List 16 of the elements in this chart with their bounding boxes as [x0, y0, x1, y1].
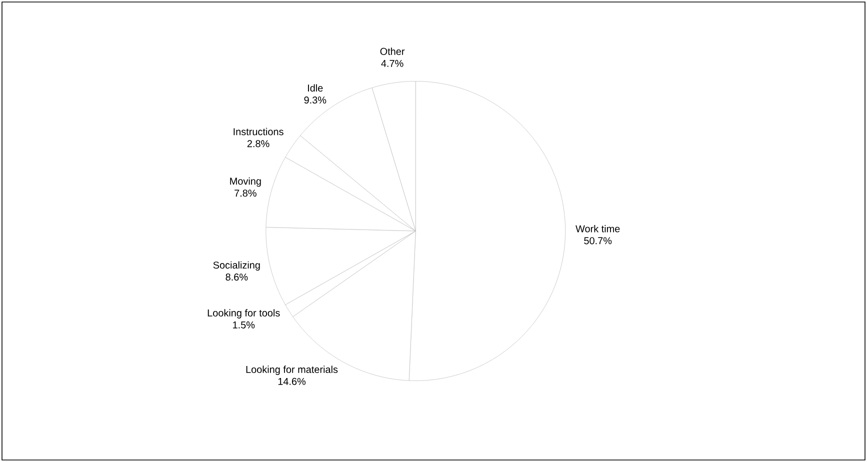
data-label: 50.7% [584, 237, 612, 244]
slice-label: Moving [230, 177, 261, 187]
slice-label: Work time [576, 224, 620, 232]
data-label: 1.5% [233, 321, 255, 328]
data-label: 14.6% [278, 378, 306, 385]
data-label: 2.8% [247, 140, 270, 148]
slice-label: Looking for materials [246, 366, 338, 375]
slice-label: Idle [308, 84, 323, 92]
slice-label: Other [380, 48, 405, 55]
data-label: 4.7% [381, 60, 404, 67]
slice-label: Socializing [213, 261, 260, 271]
data-label: 8.6% [226, 274, 248, 281]
data-label: 9.3% [304, 96, 326, 104]
slice-label: Looking for tools [208, 309, 280, 318]
slice-label: Instructions [234, 128, 284, 136]
data-label: 7.8% [234, 190, 256, 197]
